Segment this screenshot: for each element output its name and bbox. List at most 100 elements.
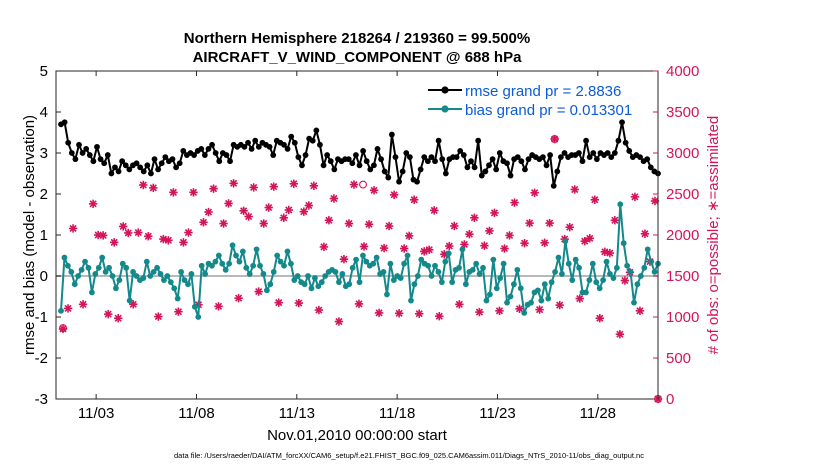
bias-point xyxy=(130,269,136,275)
obs-assimilated-marker xyxy=(264,203,273,212)
x-tick-label: 11/13 xyxy=(279,405,315,422)
bias-point xyxy=(92,271,99,277)
obs-assimilated-marker xyxy=(239,206,248,216)
obs-assimilated-marker xyxy=(404,231,414,241)
y-tick-label-right: 4000 xyxy=(666,63,699,80)
rmse-point xyxy=(65,139,72,146)
obs-assimilated-marker xyxy=(399,244,409,253)
x-tick-label: 11/28 xyxy=(580,405,616,422)
y-tick-label-right: 1500 xyxy=(666,268,699,285)
obs-assimilated-marker xyxy=(219,219,228,228)
bias-point xyxy=(449,279,456,286)
x-axis: 11/03 11/08 11/13 11/18 11/23 11/28 xyxy=(78,71,616,422)
rmse-point xyxy=(579,158,586,165)
rmse-point xyxy=(83,146,90,152)
rmse-point xyxy=(417,166,424,173)
bias-point xyxy=(627,269,634,275)
bias-point xyxy=(507,293,514,300)
obs-assimilated-marker xyxy=(339,254,349,264)
bias-point xyxy=(442,258,449,265)
bias-point xyxy=(318,279,325,286)
obs-assimilated-marker xyxy=(229,179,238,188)
obs-assimilated-marker xyxy=(269,182,278,191)
obs-assimilated-marker xyxy=(620,276,630,285)
obs-assimilated-marker xyxy=(349,180,359,189)
obs-assimilated-marker xyxy=(409,195,419,204)
bias-point xyxy=(418,256,425,263)
rmse-point xyxy=(353,152,359,158)
obs-possible-marker xyxy=(59,324,67,333)
rmse-point xyxy=(331,166,338,173)
rmse-point xyxy=(162,154,169,161)
bias-point xyxy=(270,269,277,275)
rmse-point xyxy=(97,156,104,163)
obs-assimilated-marker xyxy=(144,232,153,241)
bias-point xyxy=(456,264,462,271)
rmse-point xyxy=(381,168,388,175)
obs-assimilated-marker xyxy=(430,206,439,215)
rmse-point xyxy=(622,139,629,146)
bias-point xyxy=(281,262,287,269)
bias-point xyxy=(308,285,315,292)
bias-point xyxy=(620,240,627,247)
bias-point xyxy=(150,269,157,275)
x-tick-label: 11/23 xyxy=(479,405,515,422)
bias-point xyxy=(212,258,219,265)
bias-point xyxy=(521,310,528,316)
bias-point xyxy=(411,281,418,288)
obs-assimilated-marker xyxy=(595,314,605,323)
bias-point xyxy=(514,266,521,273)
rmse-point xyxy=(593,156,600,163)
bias-point xyxy=(559,271,565,277)
rmse-point xyxy=(327,158,334,165)
bias-point xyxy=(552,269,558,275)
obs-assimilated-marker xyxy=(364,220,374,229)
obs-assimilated-marker xyxy=(635,306,645,316)
bias-point xyxy=(517,285,524,292)
bias-point xyxy=(414,273,421,279)
bias-point xyxy=(459,246,466,253)
obs-assimilated-marker xyxy=(129,300,138,309)
bias-point xyxy=(143,258,150,265)
bias-point xyxy=(315,283,322,290)
bias-point xyxy=(287,260,294,267)
obs-assimilated-marker xyxy=(114,314,123,323)
x-tick-label: 11/08 xyxy=(178,405,214,422)
rmse-point xyxy=(611,150,618,156)
obs-assimilated-marker xyxy=(379,243,389,253)
obs-assimilated-marker xyxy=(149,183,158,193)
rmse-point xyxy=(604,150,611,156)
obs-assimilated-marker xyxy=(465,229,474,239)
bias-point xyxy=(58,307,64,314)
rmse-point xyxy=(608,154,615,161)
bias-point xyxy=(593,279,600,286)
obs-assimilated-marker xyxy=(550,134,559,144)
y-tick-label-left: 3 xyxy=(40,145,48,162)
obs-assimilated-marker xyxy=(234,293,243,303)
obs-assimilated-marker xyxy=(605,248,615,258)
obs-assimilated-marker xyxy=(334,317,344,326)
obs-assimilated-marker xyxy=(384,221,394,231)
rmse-point xyxy=(288,133,295,140)
obs-assimilated-marker xyxy=(324,216,334,225)
rmse-point xyxy=(302,152,309,158)
obs-assimilated-marker xyxy=(294,298,304,308)
bias-point xyxy=(555,254,562,261)
obs-assimilated-marker xyxy=(545,218,554,228)
rmse-point xyxy=(140,168,147,175)
bias-point xyxy=(222,266,229,273)
rmse-point xyxy=(583,137,589,144)
rmse-point xyxy=(475,137,482,144)
y-tick-label-right: 2500 xyxy=(666,186,699,203)
bias-point xyxy=(404,252,411,259)
bias-point xyxy=(322,273,329,279)
bias-point xyxy=(576,264,582,271)
rmse-point xyxy=(518,158,525,165)
obs-assimilated-marker xyxy=(224,199,233,208)
bias-point xyxy=(274,252,281,259)
obs-assimilated-marker xyxy=(435,311,444,321)
obs-assimilated-marker xyxy=(425,245,434,254)
bias-point xyxy=(360,252,366,259)
obs-assimilated-marker xyxy=(475,307,484,317)
bias-point xyxy=(113,285,119,292)
